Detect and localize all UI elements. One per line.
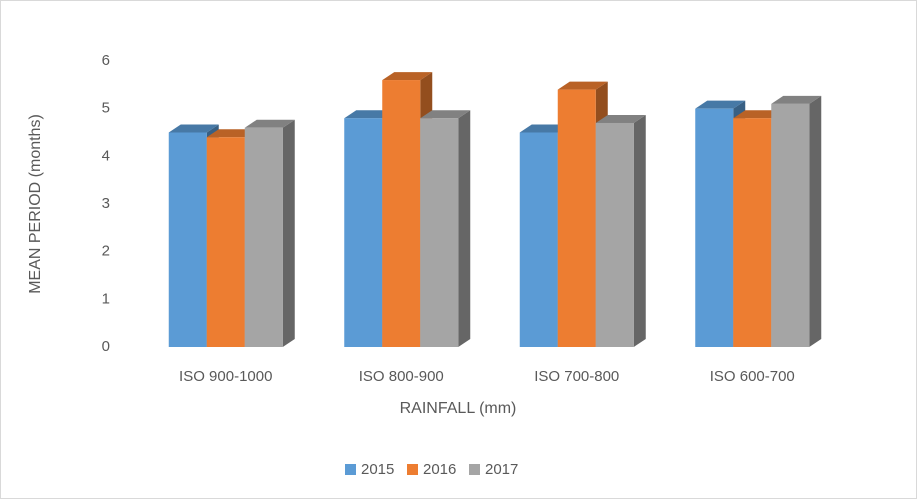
bar xyxy=(695,108,734,348)
bar-top xyxy=(168,124,219,133)
bar xyxy=(733,118,772,347)
bar-top xyxy=(595,114,646,123)
legend-label: 2016 xyxy=(423,461,456,478)
legend-label: 2015 xyxy=(361,461,394,478)
bar xyxy=(771,103,810,348)
bar xyxy=(168,132,207,347)
y-tick-label: 1 xyxy=(102,290,110,307)
y-tick-label: 5 xyxy=(102,100,110,117)
bar xyxy=(557,89,596,347)
bar xyxy=(382,80,421,348)
bar-top xyxy=(771,95,822,104)
x-tick-label: ISO 900-1000 xyxy=(179,368,272,385)
bar xyxy=(420,118,459,347)
bar xyxy=(244,127,283,347)
legend-swatch xyxy=(407,464,418,475)
bar-top xyxy=(206,129,257,138)
x-tick-label: ISO 800-900 xyxy=(359,368,444,385)
y-axis-label: MEAN PERIOD (months) xyxy=(27,114,44,294)
bar-side xyxy=(809,95,822,348)
bar-side xyxy=(458,110,471,347)
bar-top xyxy=(420,110,471,119)
bar xyxy=(206,137,245,347)
x-axis-label: RAINFALL (mm) xyxy=(400,400,517,417)
bar-top xyxy=(244,119,295,128)
bar-side xyxy=(633,114,646,347)
bar-top xyxy=(344,110,395,119)
legend-swatch xyxy=(345,464,356,475)
bar-top xyxy=(519,124,570,133)
legend-swatch xyxy=(469,464,480,475)
y-tick-label: 0 xyxy=(102,338,110,355)
bar xyxy=(595,122,634,347)
y-tick-label: 2 xyxy=(102,243,110,260)
bar-top xyxy=(733,110,784,119)
y-tick-label: 4 xyxy=(102,147,110,164)
bar-top xyxy=(557,81,608,90)
bar xyxy=(344,118,383,347)
bar-top xyxy=(382,72,433,81)
bar-top xyxy=(695,100,746,109)
bar-side xyxy=(282,119,295,347)
legend-label: 2017 xyxy=(485,461,518,478)
bar xyxy=(519,132,558,347)
y-tick-label: 3 xyxy=(102,195,110,212)
x-tick-label: ISO 700-800 xyxy=(534,368,619,385)
y-tick-label: 6 xyxy=(102,52,110,69)
x-tick-label: ISO 600-700 xyxy=(710,368,795,385)
